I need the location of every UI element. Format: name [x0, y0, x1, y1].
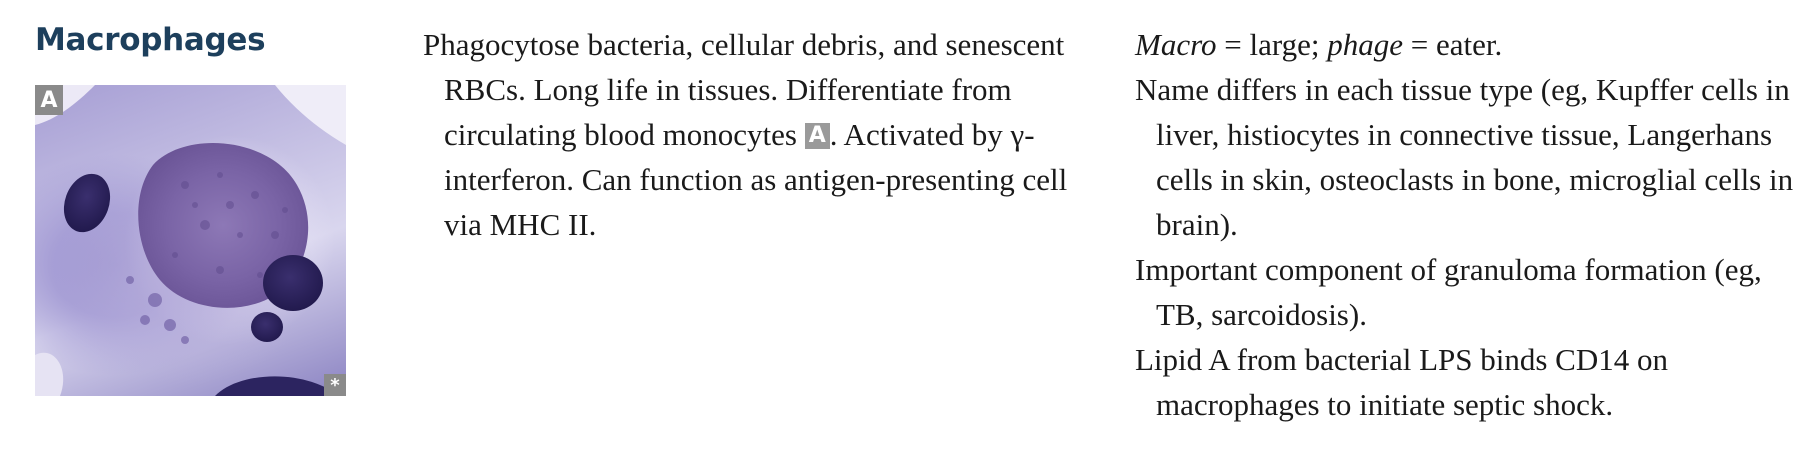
granuloma-note: Important component of granuloma formati… [1135, 252, 1762, 332]
notes-column: Macro = large; phage = eater. Name diffe… [1135, 22, 1803, 427]
etymology-note: Macro = large; phage = eater. [1135, 22, 1803, 67]
lipid-a-note: Lipid A from bacterial LPS binds CD14 on… [1135, 342, 1668, 422]
figure-label-badge: A [35, 85, 63, 115]
etymology-text: = large; [1216, 27, 1328, 62]
description-paragraph: Phagocytose bacteria, cellular debris, a… [423, 22, 1073, 247]
description-column: Phagocytose bacteria, cellular debris, a… [423, 22, 1073, 247]
micrograph-image [35, 85, 346, 396]
figure-reference-badge: A [804, 123, 830, 149]
etymology-macro: Macro [1135, 27, 1217, 62]
description-text-cont: . Activated by γ-interferon. Can functio… [444, 117, 1068, 242]
macrophage-micrograph: A * [35, 85, 346, 396]
image-corner-mark: * [324, 374, 346, 396]
etymology-phage: phage [1327, 27, 1404, 62]
description-text: Phagocytose bacteria, cellular debris, a… [423, 27, 1065, 152]
section-title: Macrophages [35, 22, 266, 58]
etymology-text-end: = eater. [1403, 27, 1503, 62]
tissue-names-note: Name differs in each tissue type (eg, Ku… [1135, 72, 1794, 242]
